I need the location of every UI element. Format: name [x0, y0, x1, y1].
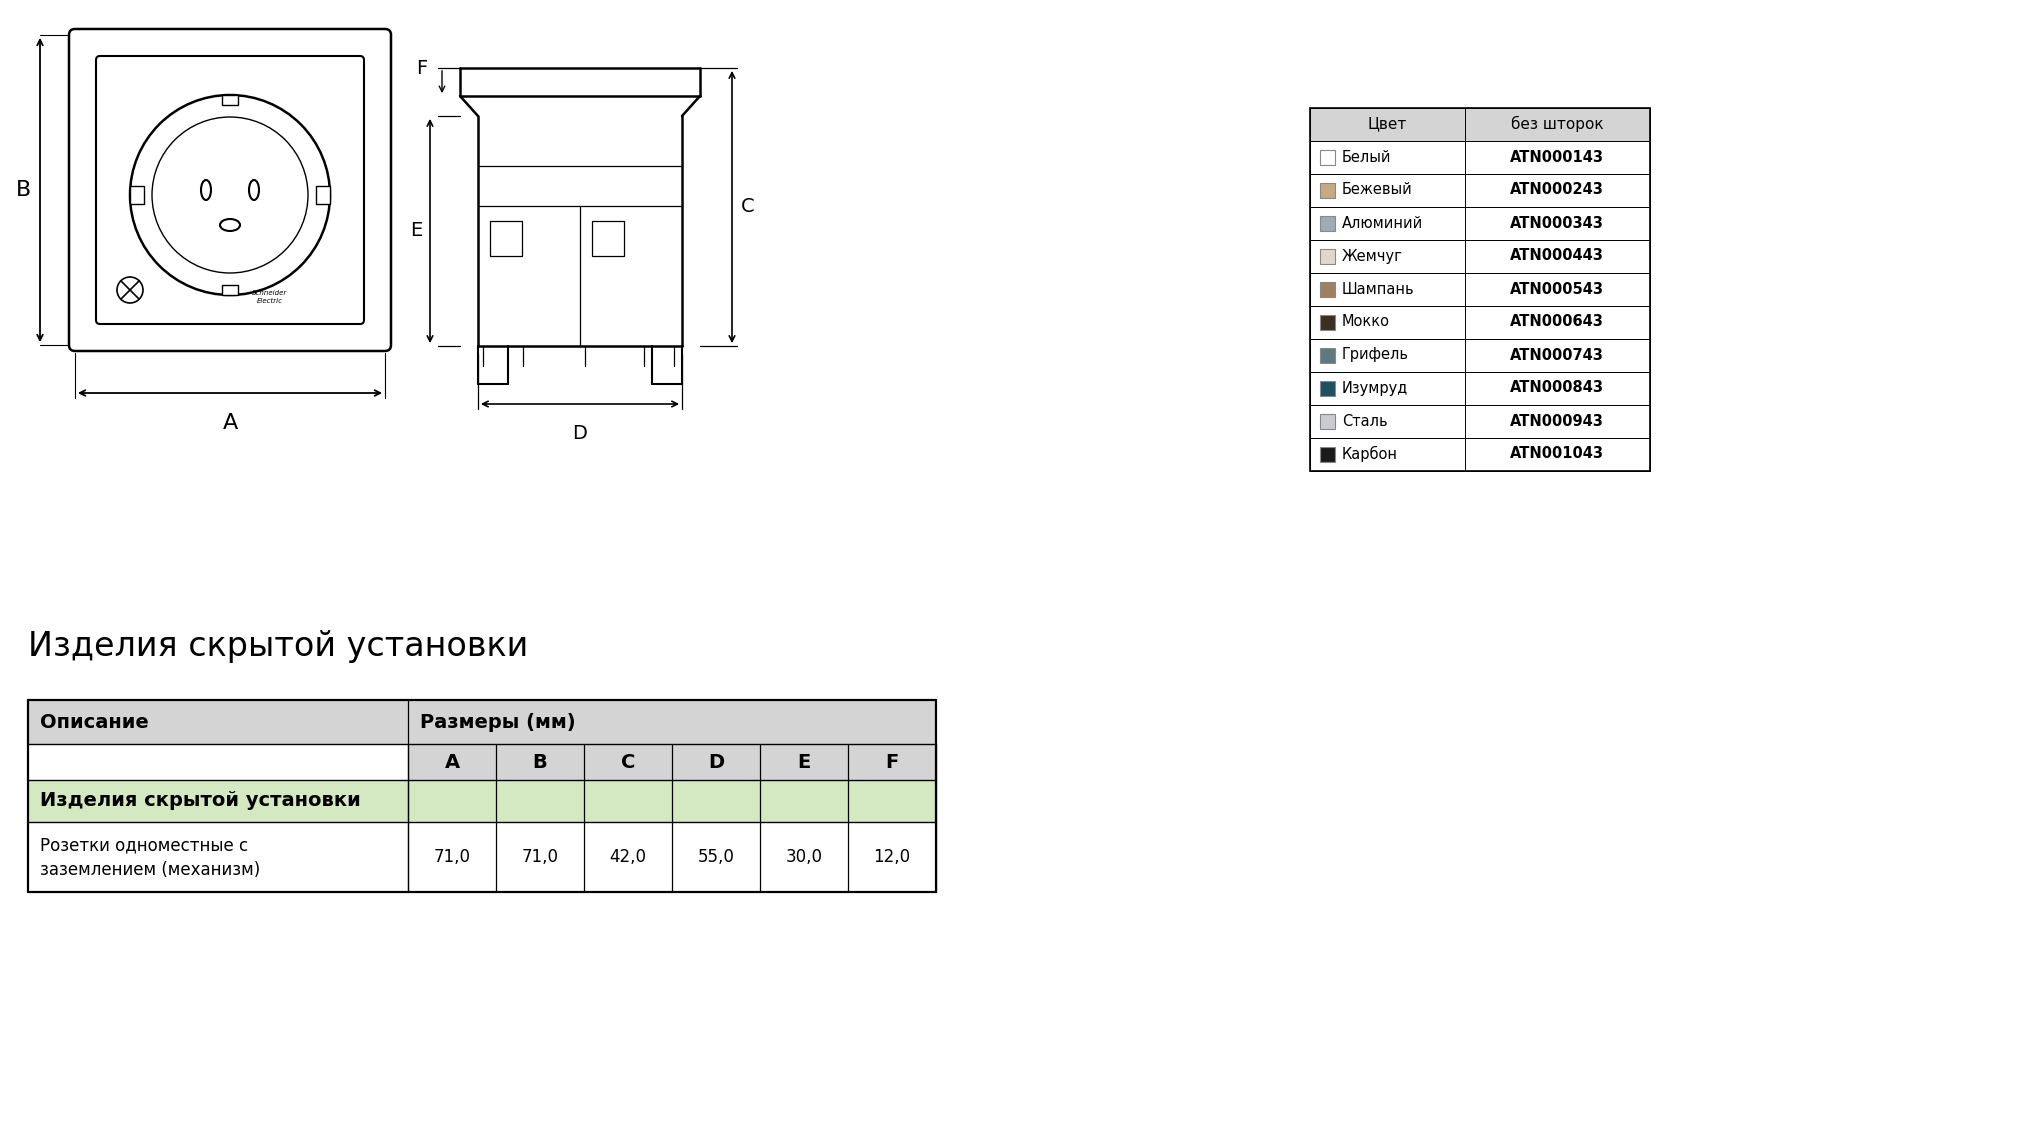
Text: D: D: [708, 752, 724, 772]
Text: Бежевый: Бежевый: [1342, 183, 1413, 197]
Bar: [1310, 108, 1651, 472]
Bar: [28, 700, 936, 744]
Text: E: E: [797, 752, 811, 772]
Text: ATN000543: ATN000543: [1509, 282, 1604, 297]
Text: Изделия скрытой установки: Изделия скрытой установки: [40, 792, 361, 811]
Bar: [1320, 183, 1336, 199]
Bar: [591, 221, 624, 256]
Bar: [1310, 306, 1651, 340]
Text: Сталь: Сталь: [1342, 414, 1388, 429]
Bar: [1310, 372, 1651, 405]
Text: C: C: [622, 752, 636, 772]
Text: B: B: [533, 752, 547, 772]
Text: Белый: Белый: [1342, 150, 1392, 165]
Text: Шампань: Шампань: [1342, 282, 1415, 297]
Text: F: F: [416, 59, 428, 78]
Text: D: D: [573, 424, 587, 443]
Bar: [1320, 215, 1336, 231]
Text: Карбон: Карбон: [1342, 446, 1398, 462]
Text: Описание: Описание: [40, 713, 149, 731]
Bar: [1320, 249, 1336, 264]
Text: 71,0: 71,0: [521, 848, 559, 866]
Bar: [408, 744, 936, 779]
Text: Изделия скрытой установки: Изделия скрытой установки: [28, 631, 529, 663]
Bar: [1310, 240, 1651, 273]
Bar: [1310, 405, 1651, 438]
Bar: [1310, 208, 1651, 240]
Text: ATN000243: ATN000243: [1509, 183, 1604, 197]
Bar: [317, 186, 331, 204]
Text: Размеры (мм): Размеры (мм): [420, 713, 575, 731]
Text: A: A: [222, 413, 238, 433]
Text: Алюминий: Алюминий: [1342, 215, 1423, 230]
Text: Розетки одноместные с
заземлением (механизм): Розетки одноместные с заземлением (механ…: [40, 836, 260, 879]
Text: F: F: [886, 752, 898, 772]
Bar: [222, 95, 238, 105]
Text: ATN001043: ATN001043: [1509, 447, 1604, 461]
Text: 30,0: 30,0: [785, 848, 823, 866]
Text: E: E: [410, 221, 422, 240]
Text: B: B: [16, 180, 32, 200]
Text: Мокко: Мокко: [1342, 315, 1390, 329]
Bar: [222, 285, 238, 296]
Bar: [1320, 447, 1336, 462]
Text: ATN000343: ATN000343: [1509, 215, 1604, 230]
Text: Изумруд: Изумруд: [1342, 380, 1409, 396]
Text: без шторок: без шторок: [1511, 116, 1604, 132]
Text: ATN000143: ATN000143: [1509, 150, 1604, 165]
Text: 55,0: 55,0: [698, 848, 735, 866]
Text: Жемчуг: Жемчуг: [1342, 248, 1403, 264]
Bar: [129, 186, 143, 204]
Bar: [1310, 340, 1651, 372]
Bar: [1310, 438, 1651, 472]
Bar: [1310, 108, 1651, 141]
Bar: [1310, 174, 1651, 208]
Bar: [1320, 282, 1336, 297]
Text: 12,0: 12,0: [874, 848, 910, 866]
Text: 42,0: 42,0: [609, 848, 646, 866]
Bar: [1320, 315, 1336, 331]
Text: C: C: [741, 197, 755, 217]
Bar: [490, 221, 523, 256]
Text: 71,0: 71,0: [434, 848, 470, 866]
Bar: [1310, 273, 1651, 306]
Bar: [1310, 141, 1651, 174]
Text: ATN000943: ATN000943: [1509, 414, 1604, 429]
Bar: [1320, 150, 1336, 165]
Bar: [1320, 349, 1336, 363]
Text: ATN000743: ATN000743: [1509, 347, 1604, 362]
Text: ATN000443: ATN000443: [1509, 248, 1604, 264]
Text: Schneider
Electric: Schneider Electric: [252, 290, 289, 303]
Text: ATN000643: ATN000643: [1509, 315, 1604, 329]
Text: Грифель: Грифель: [1342, 347, 1409, 362]
Text: A: A: [444, 752, 460, 772]
Text: ATN000843: ATN000843: [1509, 380, 1604, 396]
Bar: [28, 779, 936, 822]
Bar: [1320, 414, 1336, 429]
Text: Цвет: Цвет: [1368, 116, 1407, 132]
Bar: [1320, 381, 1336, 396]
